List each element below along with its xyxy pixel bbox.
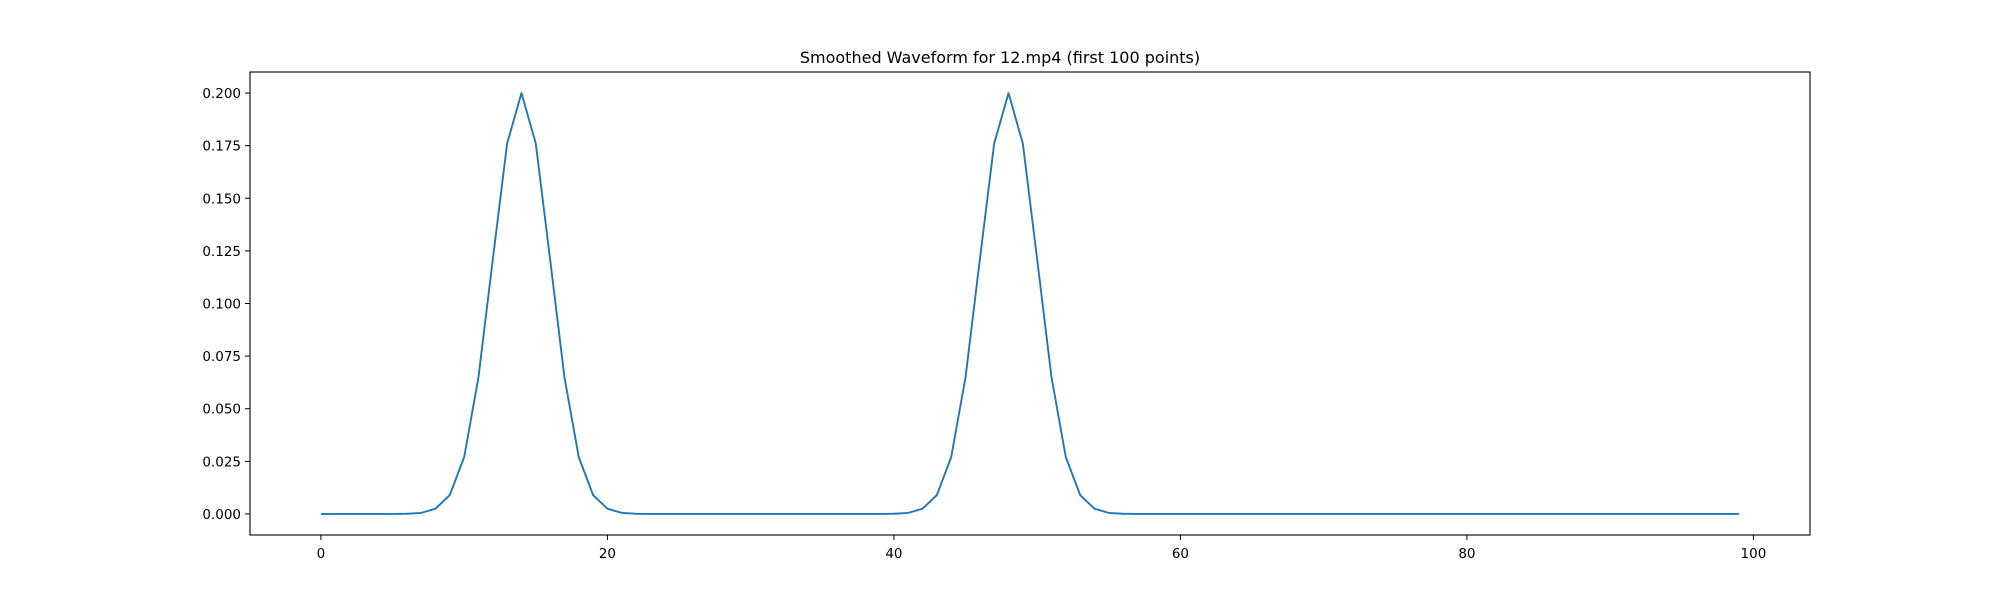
y-tick-label: 0.000 xyxy=(202,507,241,523)
plot-area: 0 20 40 60 80 100 0.0000.0250.0500.0750.1000.… xyxy=(202,71,1811,562)
x-tick-label: 60 xyxy=(1172,546,1189,562)
x-tick-label: 20 xyxy=(599,546,616,562)
series-line-0 xyxy=(320,92,1740,515)
y-tick-label: 0.075 xyxy=(202,349,241,365)
x-tick-label: 100 xyxy=(1741,546,1767,562)
y-tick-label: 0.125 xyxy=(202,244,241,260)
x-tick-label: 0 xyxy=(317,546,326,562)
plot-frame xyxy=(249,71,1811,536)
x-axis: 0 20 40 60 80 100 xyxy=(317,535,1767,562)
plot-background xyxy=(250,72,1810,535)
x-tick-label: 80 xyxy=(1458,546,1475,562)
y-axis: 0.000 0.025 0.050 0.075 0.100 0.125 0.150 0.175… xyxy=(202,86,250,523)
x-tick-label: 40 xyxy=(885,546,902,562)
chart-title: Smoothed Waveform for 12.mp4 (first 100 … xyxy=(800,48,1200,67)
y-tick-label: 0.100 xyxy=(202,297,241,313)
series-layer xyxy=(320,92,1740,515)
y-tick-label: 0.050 xyxy=(202,402,241,418)
y-tick-label: 0.025 xyxy=(202,454,241,470)
y-tick-label: 0.150 xyxy=(202,191,241,207)
y-tick-label: 0.175 xyxy=(202,139,241,155)
y-tick-label: 0.200 xyxy=(202,86,241,102)
